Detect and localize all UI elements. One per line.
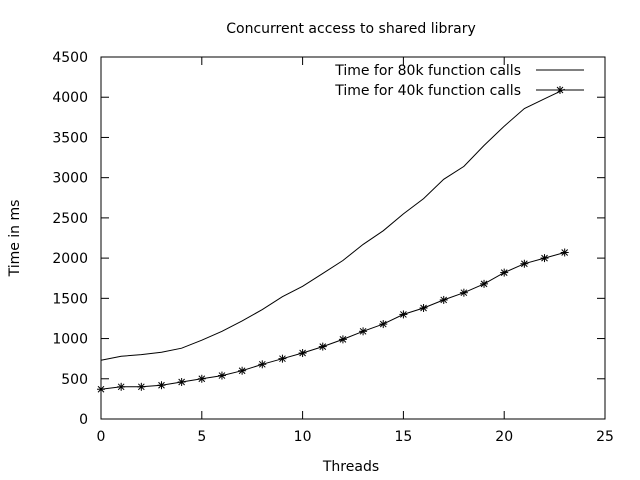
y-tick-label: 1500	[52, 291, 88, 307]
x-tick-label: 5	[197, 429, 206, 445]
series-2-point	[379, 320, 388, 329]
y-tick-label: 0	[79, 412, 88, 428]
series-2-point	[359, 327, 368, 336]
series-2-point	[399, 310, 408, 319]
series-2-point	[197, 374, 206, 383]
x-axis-ticks: 0 5 10 15 20 25	[97, 57, 614, 445]
series-2-point	[419, 303, 428, 312]
x-tick-label: 0	[97, 429, 106, 445]
legend: Time for 80k function calls Time for 40k …	[334, 63, 584, 99]
series-2-point	[117, 382, 126, 391]
series-2-point	[137, 382, 146, 391]
x-tick-label: 10	[294, 429, 312, 445]
series-2-point	[338, 335, 347, 344]
x-tick-label: 15	[394, 429, 412, 445]
series-line-2	[100, 252, 565, 390]
series-2-point	[238, 366, 247, 375]
series-2-point	[560, 248, 569, 257]
series-2-point	[500, 268, 509, 277]
legend-label-2: Time for 40k function calls	[334, 83, 521, 99]
series-2-point	[520, 259, 529, 268]
series-line-1	[100, 88, 565, 361]
chart-title: Concurrent access to shared library	[226, 21, 475, 37]
series-2-point	[540, 254, 549, 263]
series-2-point	[258, 360, 267, 369]
x-tick-label: 20	[495, 429, 513, 445]
y-axis-label: Time in ms	[7, 200, 23, 278]
series-2-point	[278, 354, 287, 363]
y-tick-label: 1000	[52, 332, 88, 348]
x-tick-label: 25	[596, 429, 614, 445]
y-tick-label: 2000	[52, 251, 88, 267]
legend-marker-2	[556, 86, 564, 94]
legend-label-1: Time for 80k function calls	[334, 63, 521, 79]
series-2-point	[459, 288, 468, 297]
series-2-point	[177, 377, 186, 386]
x-axis-label: Threads	[322, 459, 379, 475]
series-2-point	[318, 342, 327, 351]
plot-frame	[100, 56, 606, 420]
y-tick-label: 4000	[52, 90, 88, 106]
series-2-point	[439, 295, 448, 304]
series-2-point	[157, 381, 166, 390]
series-2-point	[97, 385, 105, 394]
series-2-point	[217, 371, 226, 380]
y-axis-ticks: 0 500 1000 1500 2000 2500 3000 3500 4000 4500	[52, 50, 605, 428]
y-tick-label: 2500	[52, 211, 88, 227]
y-tick-label: 4500	[52, 50, 88, 66]
y-tick-label: 3000	[52, 171, 88, 187]
y-tick-label: 500	[61, 372, 88, 388]
series-2-point	[298, 349, 307, 358]
y-tick-label: 3500	[52, 130, 88, 146]
series-layer	[97, 88, 569, 394]
series-2-point	[480, 279, 489, 288]
